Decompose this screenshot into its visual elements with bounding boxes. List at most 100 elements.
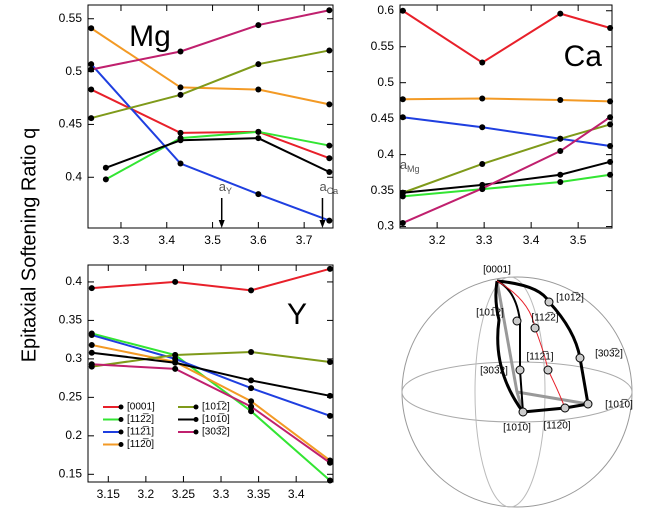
data-point [607, 121, 614, 128]
y-tick-label: 0.5 [65, 64, 82, 78]
x-tick-label: 3.15 [97, 487, 121, 501]
data-point [557, 148, 564, 155]
arc [496, 280, 566, 409]
sphere-diagram: [0001] [101̅2] [101̅2] [112̅2] [112̅1] [… [401, 265, 633, 508]
data-point [88, 115, 95, 122]
data-point [255, 61, 262, 68]
x-tick-label: 3.4 [158, 233, 175, 247]
data-point [88, 86, 95, 93]
y-tick-label: 0.15 [59, 466, 83, 480]
series-line [90, 27, 330, 106]
meridian [474, 276, 546, 508]
data-point [326, 392, 333, 399]
data-point [88, 361, 95, 368]
data-point [326, 217, 333, 224]
series-line [105, 130, 330, 181]
data-point [399, 96, 406, 103]
data-point [607, 171, 614, 178]
data-point [479, 124, 486, 131]
series-line [91, 344, 331, 462]
data-point [607, 158, 614, 165]
x-tick-label: 3.2 [138, 487, 155, 501]
y-tick-label: 0.3 [377, 219, 394, 233]
data-point [399, 219, 406, 226]
x-tick-label: 3.5 [570, 233, 587, 247]
pole [560, 403, 570, 413]
legend-swatch [118, 404, 124, 410]
annotation-sub: Y [226, 186, 232, 196]
series-line [91, 9, 330, 71]
y-tick-label: 0.55 [371, 39, 395, 53]
data-point [326, 101, 333, 108]
series-line [91, 334, 331, 417]
data-point [326, 142, 333, 149]
data-point [479, 185, 486, 192]
pole-label: [112̅2] [531, 312, 558, 324]
data-point [326, 155, 333, 162]
y-tick-label: 0.5 [377, 75, 394, 89]
data-point [479, 59, 486, 66]
data-point [248, 287, 255, 294]
data-point [88, 61, 95, 68]
series-line [90, 88, 330, 160]
data-point [102, 176, 109, 183]
data-point [399, 114, 406, 121]
pole [530, 323, 540, 333]
y-tick-label: 0.45 [371, 111, 395, 125]
data-point [88, 66, 95, 73]
data-point [102, 164, 109, 171]
arc [494, 280, 525, 413]
annotation-sub: Ca [327, 186, 339, 196]
pole-label: [303̅2] [595, 348, 623, 360]
legend-label: [101̅2] [202, 401, 230, 413]
y-tick-label: 0.35 [371, 183, 395, 197]
data-point [255, 128, 262, 135]
series-line [90, 63, 330, 222]
data-point [172, 365, 179, 372]
pole-label: [112̅0] [543, 420, 570, 432]
legend-label: [112̅2] [127, 413, 154, 425]
data-point [88, 25, 95, 32]
pole [518, 407, 528, 417]
data-point [255, 22, 262, 29]
y-tick-label: 0.4 [65, 169, 82, 183]
annotation-sub: Mg [407, 164, 420, 174]
data-point [248, 398, 255, 405]
pole-label: [101̅0] [605, 399, 633, 411]
annotation-arrowhead [218, 220, 225, 228]
y-tick-label: 0.6 [377, 3, 394, 17]
data-point [399, 189, 406, 196]
legend-label: [0001] [127, 402, 155, 413]
y-tick-label: 0.35 [59, 313, 83, 327]
series-line [402, 116, 611, 147]
data-point [177, 160, 184, 167]
data-point [177, 91, 184, 98]
legend-label: [101̅0] [202, 413, 230, 425]
data-point [326, 47, 333, 54]
y-tick-label: 0.25 [59, 390, 83, 404]
data-point [177, 84, 184, 91]
y-tick-label: 0.4 [65, 274, 82, 288]
data-point [479, 160, 486, 167]
pole [583, 399, 593, 409]
data-point [177, 129, 184, 136]
series-line [91, 350, 331, 368]
data-point [248, 385, 255, 392]
annotation-text: a [219, 179, 227, 194]
x-tick-label: 3.3 [476, 233, 493, 247]
pole [575, 353, 585, 363]
data-point [326, 459, 333, 466]
series-line [402, 160, 611, 194]
data-point [248, 403, 255, 410]
data-point [607, 142, 614, 149]
x-tick-label: 3.35 [247, 487, 271, 501]
data-point [88, 342, 95, 349]
pole-label: [101̅2] [476, 307, 504, 319]
legend-swatch [118, 417, 124, 422]
series-line [91, 332, 331, 482]
series-line [402, 123, 611, 194]
panel-label: Y [287, 298, 307, 331]
data-point [557, 96, 564, 103]
data-point [326, 265, 333, 272]
